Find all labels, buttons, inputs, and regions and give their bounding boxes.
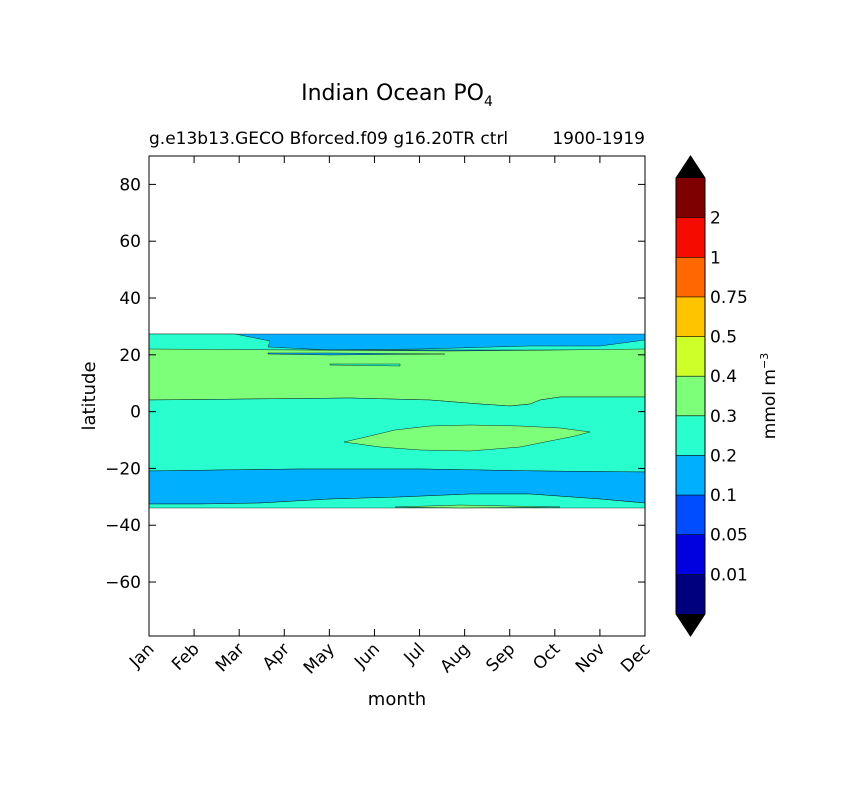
colorbar-outline [675, 155, 706, 637]
colorbar-segment [676, 296, 705, 337]
colorbar-segment [676, 455, 705, 496]
contour-fill [149, 333, 645, 509]
colorbar-segment [676, 217, 705, 258]
x-tick-label: Nov [572, 639, 610, 677]
y-tick-label: 20 [119, 346, 141, 366]
chart-title-subscript: 4 [484, 94, 493, 110]
colorbar-segment [676, 574, 705, 614]
x-tick-label: Sep [482, 639, 519, 676]
colorbar-tick-label: 0.3 [710, 407, 737, 427]
colorbar-label: mmol m−3 [758, 353, 780, 439]
contour-blob-central [343, 424, 591, 452]
x-tick-label: May [300, 639, 339, 678]
contour-thin-south [394, 504, 561, 509]
contour-thin-north [267, 352, 446, 356]
colorbar-extend-min [676, 614, 705, 636]
colorbar-segment [676, 178, 705, 218]
x-tick-label: Apr [259, 639, 294, 674]
colorbar: 0.01 0.05 0.1 0.2 0.3 0.4 0.5 0.75 1 2 [675, 155, 748, 637]
y-tick-label: 60 [119, 232, 141, 252]
plot-area [148, 155, 646, 637]
y-tick-label: −60 [105, 573, 141, 593]
colorbar-tick-label: 0.4 [710, 367, 737, 387]
colorbar-segment [676, 257, 705, 297]
colorbar-tick-label: 0.1 [710, 486, 737, 506]
colorbar-tick-label: 0.05 [710, 526, 748, 546]
colorbar-segment [676, 336, 705, 377]
subtitle-right: 1900-1919 [552, 129, 645, 149]
x-tick-label: Aug [437, 639, 475, 677]
chart-title: Indian Ocean PO4 [301, 81, 493, 110]
x-tick-label: Oct [529, 639, 564, 674]
colorbar-extend-max [676, 156, 705, 178]
contour-band-south-edge [149, 493, 645, 509]
y-tick-label: −40 [105, 516, 141, 536]
subtitle-left: g.e13b13.GECO Bforced.f09 g16.20TR ctrl [149, 129, 508, 149]
x-tick-label: Mar [212, 639, 249, 676]
x-tick-label: Jan [125, 639, 158, 672]
x-axis-label: month [368, 689, 426, 710]
colorbar-tick-label: 1 [710, 248, 721, 268]
chart-title-text: Indian Ocean PO [301, 81, 484, 106]
y-axis: 80 60 40 20 0 −20 −40 −60 [105, 175, 645, 593]
x-tick-label: Jun [350, 639, 384, 673]
y-tick-label: 0 [130, 403, 141, 423]
colorbar-segment [676, 415, 705, 456]
colorbar-tick-label: 0.5 [710, 328, 737, 348]
colorbar-segment [676, 495, 705, 535]
colorbar-segment [676, 534, 705, 575]
x-tick-label: Dec [617, 639, 654, 676]
x-tick-label: Jul [400, 639, 429, 668]
plot-frame [148, 155, 646, 637]
colorbar-label-text: mmol m [760, 369, 780, 439]
y-axis-label: latitude [79, 361, 100, 430]
colorbar-tick-label: 0.01 [710, 565, 748, 585]
y-tick-label: 80 [119, 175, 141, 195]
y-tick-label: −20 [105, 459, 141, 479]
colorbar-segment [676, 376, 705, 416]
x-tick-label: Feb [168, 639, 203, 674]
colorbar-tick-label: 0.75 [710, 288, 748, 308]
colorbar-tick-label: 2 [710, 209, 721, 229]
colorbar-tick-label: 0.2 [710, 446, 737, 466]
contour-thin-north-2 [329, 363, 401, 367]
y-tick-label: 40 [119, 289, 141, 309]
colorbar-label-superscript: −3 [758, 353, 771, 369]
